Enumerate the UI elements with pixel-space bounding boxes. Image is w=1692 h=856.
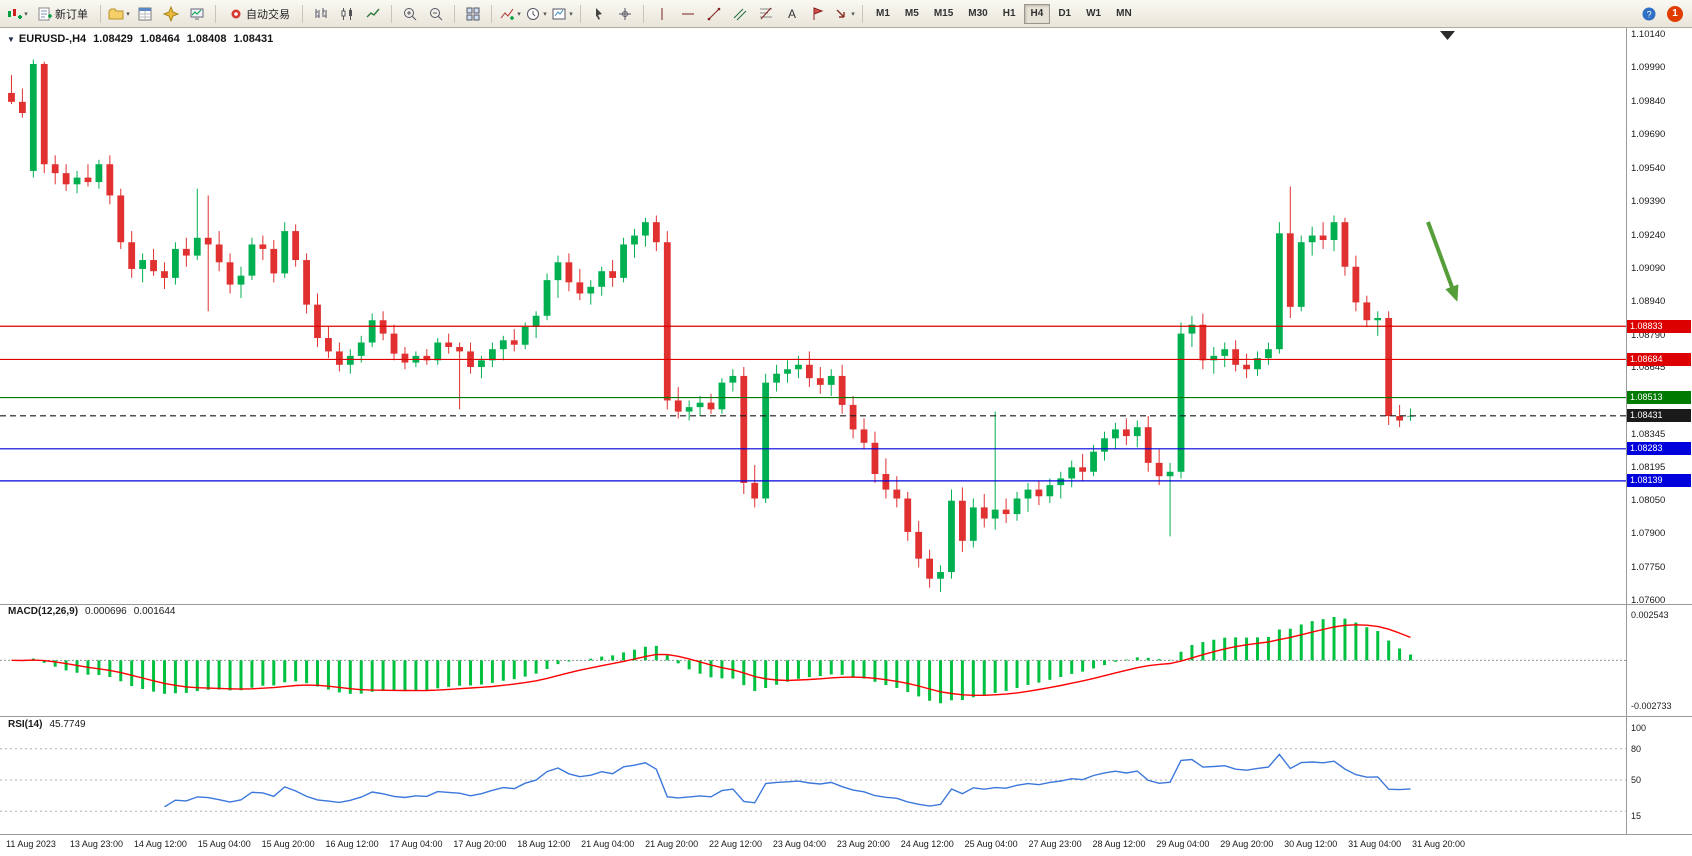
fibonacci-icon <box>760 7 772 19</box>
new-chart-icon <box>8 8 23 19</box>
line-chart-button[interactable] <box>361 3 385 25</box>
toolbar-separator <box>491 4 492 23</box>
trendline-button[interactable] <box>702 3 726 25</box>
timeframe-button-H1[interactable]: H1 <box>1002 8 1016 19</box>
templates-button[interactable]: ▾ <box>550 3 574 25</box>
autotrade-label: 自动交易 <box>246 8 290 21</box>
price-axis[interactable] <box>1626 28 1692 834</box>
arrows-tool-button[interactable]: ▾ <box>832 3 856 25</box>
new-order-label: 新订单 <box>55 8 88 21</box>
bar-chart-icon <box>315 7 327 18</box>
toolbar-separator <box>454 4 455 23</box>
chevron-down-icon: ▾ <box>543 10 547 18</box>
timeframe-button-M15[interactable]: M15 <box>933 8 954 19</box>
cursor-icon <box>596 7 602 20</box>
svg-text:A: A <box>788 7 796 21</box>
new-order-icon <box>38 7 52 20</box>
toolbar-separator <box>215 4 216 23</box>
line-chart-icon <box>366 8 380 17</box>
autotrade-icon <box>231 9 241 18</box>
chevron-down-icon: ▾ <box>24 10 28 18</box>
toolbar-separator <box>580 4 581 23</box>
zoom-in-button[interactable] <box>398 3 422 25</box>
crosshair-button[interactable] <box>613 3 637 25</box>
candle-chart-icon <box>341 7 352 20</box>
indicators-button[interactable]: ▾ <box>498 3 522 25</box>
template-icon <box>552 8 566 19</box>
toolbar-separator <box>643 4 644 23</box>
tile-windows-icon <box>466 7 480 20</box>
svg-text:?: ? <box>1647 9 1652 19</box>
timeframe-button-MN[interactable]: MN <box>1116 8 1132 19</box>
zoom-out-button[interactable] <box>424 3 448 25</box>
toolbar-separator <box>100 4 101 23</box>
timeframe-button-D1[interactable]: D1 <box>1058 8 1072 19</box>
new-order-button[interactable]: 新订单 <box>31 3 94 25</box>
timeframe-button-M30[interactable]: M30 <box>968 8 988 19</box>
clock-icon <box>527 7 540 20</box>
toolbar-separator <box>862 4 863 23</box>
market-watch-button[interactable] <box>133 3 157 25</box>
toolbar-separator <box>391 4 392 23</box>
text-tool-icon: A <box>788 7 796 21</box>
fibonacci-button[interactable] <box>754 3 778 25</box>
text-tool-button[interactable]: A <box>780 3 804 25</box>
horizontal-line-button[interactable] <box>676 3 700 25</box>
flag-icon <box>813 6 824 20</box>
zoom-in-icon <box>404 7 417 20</box>
market-watch-icon <box>138 7 152 20</box>
vertical-line-icon <box>661 7 663 20</box>
horizontal-line-icon <box>682 13 694 14</box>
notification-badge[interactable]: 1 <box>1667 5 1683 22</box>
zoom-out-icon <box>430 7 443 20</box>
folder-icon <box>108 8 124 19</box>
timeframe-button-M5[interactable]: M5 <box>904 8 919 19</box>
toolbar: ▾ 新订单 ▾ 自动交易 ▾ <box>0 0 1692 28</box>
crosshair-ic con <box>619 7 631 20</box>
help-icon: ? <box>1642 7 1656 20</box>
navigator-icon <box>163 5 179 22</box>
timeframe-group: M1 M5 M15 M30 H1 H4 D1 W1 MN <box>869 3 1139 24</box>
channel-icon <box>733 8 747 20</box>
terminal-button[interactable] <box>185 3 209 25</box>
autotrade-button[interactable]: 自动交易 <box>222 3 296 25</box>
channel-button[interactable] <box>728 3 752 25</box>
profiles-button[interactable]: ▾ <box>107 3 131 25</box>
tile-windows-button[interactable] <box>461 3 485 25</box>
periods-button[interactable]: ▾ <box>524 3 548 25</box>
trend-arrow-annotation[interactable] <box>1426 221 1459 302</box>
timeframe-button-W1[interactable]: W1 <box>1086 8 1102 19</box>
navigator-button[interactable] <box>159 3 183 25</box>
chevron-down-icon: ▾ <box>126 10 130 18</box>
bar-chart-button[interactable] <box>309 3 333 25</box>
arrow-tool-icon <box>836 9 845 18</box>
timeframe-button-H4[interactable]: H4 <box>1023 3 1051 24</box>
candle-chart-button[interactable] <box>335 3 359 25</box>
chevron-down-icon: ▾ <box>569 10 573 18</box>
chevron-down-icon: ▾ <box>517 10 521 18</box>
help-button[interactable]: ? <box>1637 3 1661 25</box>
new-chart-button[interactable]: ▾ <box>5 3 29 25</box>
time-axis[interactable] <box>0 834 1626 856</box>
chevron-down-icon: ▾ <box>851 10 855 18</box>
toolbar-separator <box>302 4 303 23</box>
chart-shift-marker[interactable] <box>1440 31 1455 40</box>
terminal-icon <box>190 8 204 19</box>
label-tool-button[interactable] <box>806 3 830 25</box>
indicators-icon <box>500 8 515 20</box>
timeframe-button-M1[interactable]: M1 <box>876 8 890 19</box>
toolbar-right: ? 1 <box>1637 3 1687 25</box>
trendline-icon <box>707 7 721 20</box>
cursor-button[interactable] <box>587 3 611 25</box>
chart-area[interactable] <box>0 28 1626 834</box>
vertical-line-button[interactable] <box>650 3 674 25</box>
